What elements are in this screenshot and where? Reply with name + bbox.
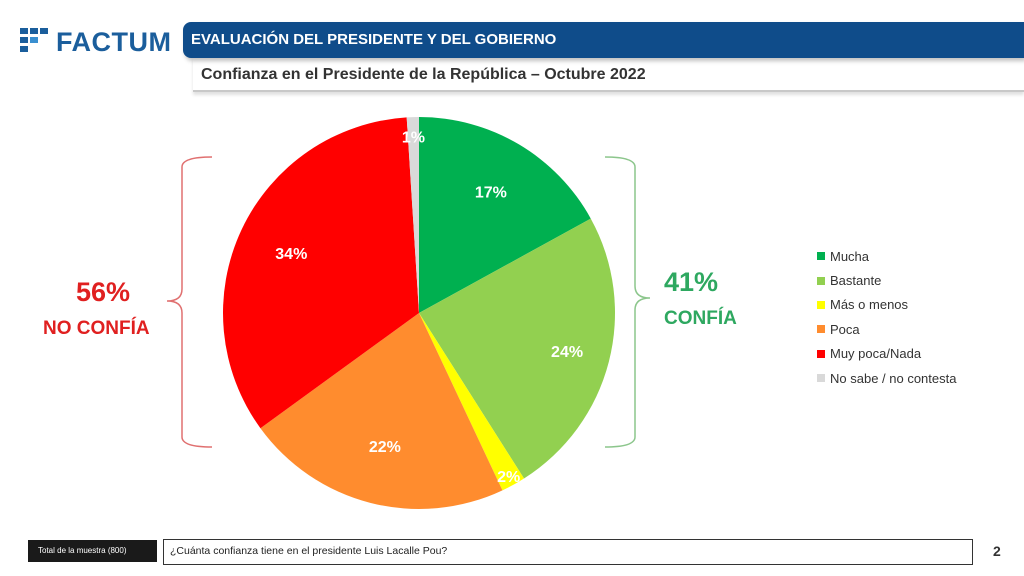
- logo-text: FACTUM: [56, 26, 172, 57]
- confia-percent: 41%: [664, 267, 719, 297]
- legend-swatch: [817, 276, 825, 285]
- pie-data-labels: 17% 24% 2% 22% 34% 1%: [275, 130, 583, 486]
- chart-legend: Mucha Bastante Más o menos Poca Muy poca…: [817, 244, 956, 390]
- pie-label-mucha: 17%: [475, 185, 507, 202]
- legend-swatch: [817, 300, 825, 309]
- legend-label: Muy poca/Nada: [830, 346, 922, 362]
- page-number: 2: [993, 543, 1001, 559]
- legend-swatch: [817, 325, 825, 334]
- legend-label: No sabe / no contesta: [830, 370, 957, 386]
- legend-swatch: [817, 374, 825, 383]
- pie-slice-poca: [260, 313, 503, 509]
- legend-label: Mucha: [830, 248, 870, 264]
- no-confia-percent: 56%: [76, 277, 131, 307]
- legend-item: Mucha: [817, 244, 956, 268]
- factum-logo: FACTUM: [20, 28, 171, 56]
- legend-swatch: [817, 349, 825, 358]
- pie-label-bastante: 24%: [551, 344, 583, 361]
- survey-question: ¿Cuánta confianza tiene en el presidente…: [163, 539, 973, 565]
- factum-logo-icon: [20, 28, 48, 52]
- no-confia-bracket: [166, 156, 213, 448]
- pie-slice-no-sabe-no-contesta: [406, 117, 419, 313]
- sample-size-note: Total de la muestra (800): [28, 540, 157, 562]
- legend-label: Bastante: [830, 273, 882, 289]
- pie-slices: [223, 117, 615, 509]
- pie-slice-mucha: [419, 117, 591, 313]
- legend-item: Poca: [817, 317, 956, 341]
- confia-label: CONFÍA: [664, 308, 737, 329]
- confia-bracket: [604, 156, 651, 448]
- page-title: EVALUACIÓN DEL PRESIDENTE Y DEL GOBIERNO: [191, 31, 557, 48]
- legend-item: Muy poca/Nada: [817, 342, 956, 366]
- legend-swatch: [817, 252, 825, 261]
- pie-label-poca: 22%: [369, 439, 401, 456]
- pie-slice-mas-o-menos: [419, 313, 525, 491]
- page-subtitle: Confianza en el Presidente de la Repúbli…: [201, 66, 646, 83]
- legend-item: Más o menos: [817, 293, 956, 317]
- legend-item: No sabe / no contesta: [817, 366, 956, 390]
- pie-slice-bastante: [419, 218, 615, 479]
- pie-label-muy-poca-nada: 34%: [275, 246, 307, 263]
- pie-slice-muy-poca-nada: [223, 117, 419, 429]
- subtitle-bar: Confianza en el Presidente de la Repúbli…: [193, 58, 1024, 92]
- legend-label: Más o menos: [830, 297, 909, 313]
- pie-label-no-sabe-no-contesta: 1%: [402, 130, 425, 147]
- legend-label: Poca: [830, 321, 860, 337]
- no-confia-label: NO CONFÍA: [43, 318, 150, 339]
- legend-item: Bastante: [817, 268, 956, 292]
- pie-label-mas-o-menos: 2%: [497, 469, 520, 486]
- title-bar: EVALUACIÓN DEL PRESIDENTE Y DEL GOBIERNO: [183, 22, 1024, 58]
